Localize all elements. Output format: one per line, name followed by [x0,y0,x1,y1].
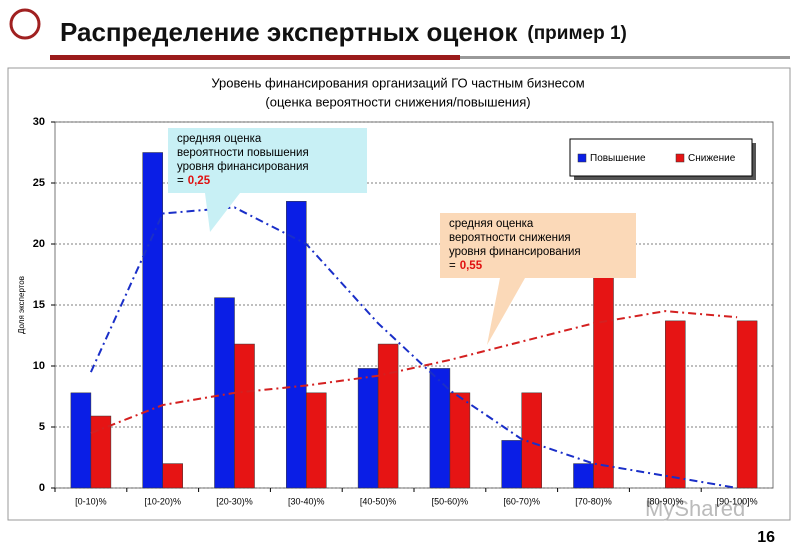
trend-line [89,206,738,489]
bar [142,152,163,489]
x-tick-label: [80-90)% [647,496,684,506]
callout-box [168,128,367,193]
x-tick-label: [50-60)% [432,496,469,506]
y-tick-label: 25 [33,177,45,189]
legend-label: Повышение [590,153,646,164]
bar [286,201,307,489]
bar [573,463,594,489]
bar [377,343,399,489]
y-tick-label: 20 [33,238,45,250]
slide-title: Распределение экспертных оценок (пример 1… [60,17,627,47]
bar [357,368,379,489]
bar [665,320,686,489]
callout-value-line: = 0,55 [449,260,483,272]
callout-tail [205,193,240,232]
callout-value: 0,25 [188,175,211,187]
legend-box [569,138,753,177]
callout-text: уровня финансирования [177,161,309,173]
bar [90,415,112,489]
callout-value-line: = 0,25 [177,175,211,187]
bar [70,392,92,489]
callout-box [440,213,636,278]
x-tick-label: [70-80)% [575,496,612,506]
bar [449,392,471,489]
bar [306,392,327,489]
y-tick-label: 30 [33,116,45,128]
bar [162,463,183,489]
x-tick-label: [0-10)% [75,496,107,506]
title-sub: (пример 1) [527,23,627,44]
legend-label: Снижение [688,153,736,164]
bar [521,392,542,489]
x-tick-label: [10-20)% [144,496,181,506]
x-tick-label: [40-50)% [360,496,397,506]
title-rule [50,55,460,60]
title-rule-gray [460,56,790,59]
y-tick-label: 5 [39,421,45,433]
y-tick-label: 0 [39,482,45,494]
y-axis-label: Доля экспертов [17,276,26,334]
legend-swatch [675,153,685,163]
callout-text: средняя оценка [449,218,534,230]
bar [234,343,255,489]
bar [501,440,522,489]
x-tick-label: [90-100]% [717,496,758,506]
callout-text: средняя оценка [177,133,262,145]
callout-prefix: = [449,260,456,272]
callout-tail [487,278,525,345]
page-number: 16 [757,529,775,546]
chart-title: (оценка вероятности снижения/повышения) [265,94,530,109]
callout-text: вероятности снижения [449,232,571,244]
title-main: Распределение экспертных оценок [60,17,518,47]
y-tick-label: 10 [33,360,45,372]
bar [593,273,614,489]
x-tick-label: [20-30)% [216,496,253,506]
plot-area [54,121,774,489]
trend-line [90,310,738,435]
y-tick-label: 15 [33,299,45,311]
callout-text: уровня финансирования [449,246,581,258]
logo [9,8,41,40]
callout: средняя оценка вероятности снижения уровня… [440,213,636,345]
callout-value: 0,55 [460,260,483,272]
callout-text: вероятности повышения [177,147,309,159]
legend-swatch [577,153,587,163]
bar [736,320,758,489]
x-tick-label: [30-40)% [288,496,325,506]
callout-prefix: = [177,175,184,187]
callout: средняя оценка вероятности повышения уровн… [168,128,367,232]
watermark: MyShared [645,496,745,521]
x-tick-label: [60-70)% [503,496,540,506]
chart-title: Уровень финансирования организаций ГО ча… [211,75,584,90]
